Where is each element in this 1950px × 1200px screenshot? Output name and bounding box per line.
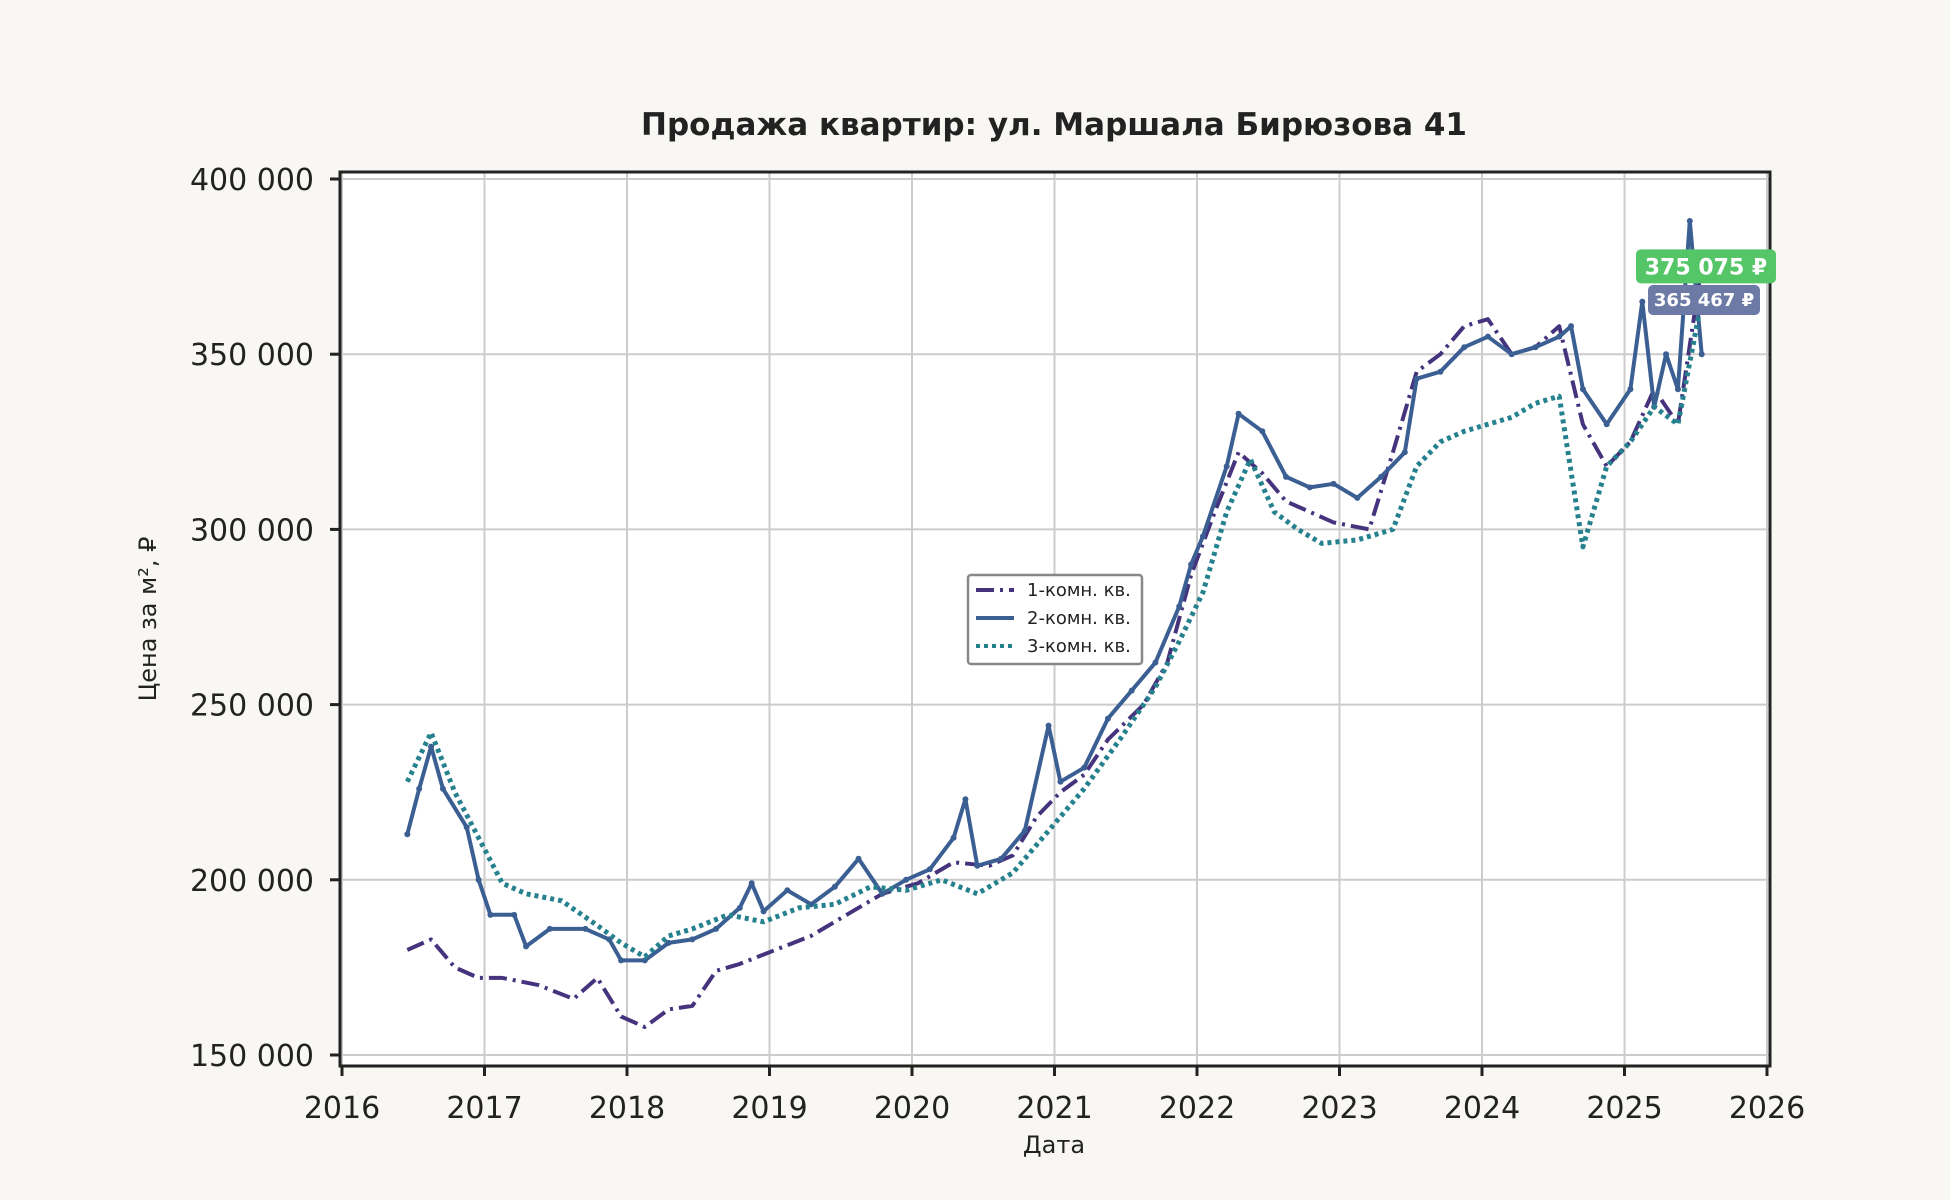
annotations: 375 075 ₽ 365 467 ₽ <box>1636 249 1776 316</box>
series-line-1 <box>406 266 1704 1029</box>
x-axis-label: Дата <box>1023 1131 1085 1159</box>
data-point <box>439 785 446 792</box>
x-tick-label: 2023 <box>1301 1091 1377 1126</box>
x-tick-label: 2016 <box>304 1091 380 1126</box>
data-point <box>1674 386 1681 393</box>
data-point <box>1330 480 1337 487</box>
data-point <box>1021 827 1028 834</box>
data-point <box>1235 410 1242 417</box>
data-point <box>1461 344 1468 351</box>
data-point <box>1259 428 1266 435</box>
data-point <box>546 925 553 932</box>
data-point <box>1568 323 1575 330</box>
data-point <box>689 936 696 943</box>
data-point <box>1627 386 1634 393</box>
data-point <box>1437 368 1444 375</box>
value-badge-label: 365 467 ₽ <box>1654 290 1754 311</box>
data-point <box>1686 218 1693 225</box>
data-point <box>1057 778 1064 785</box>
data-point <box>1508 351 1515 358</box>
data-point <box>974 862 981 869</box>
y-tick-label: 200 000 <box>190 864 314 899</box>
x-tick-label: 2017 <box>446 1091 522 1126</box>
data-point <box>1401 449 1408 456</box>
data-point <box>879 890 886 897</box>
data-point <box>582 925 589 932</box>
data-point <box>428 743 435 750</box>
data-point <box>416 785 423 792</box>
legend-label-1: 1-комн. кв. <box>1027 580 1131 601</box>
data-point <box>475 876 482 883</box>
data-point <box>962 796 969 803</box>
data-point <box>1639 298 1646 305</box>
data-point <box>903 876 910 883</box>
value-badge <box>1648 285 1760 316</box>
data-point <box>1532 344 1539 351</box>
legend-label-3: 3-комн. кв. <box>1027 636 1131 657</box>
data-point <box>855 855 862 862</box>
data-point <box>1556 333 1563 340</box>
legend-box <box>966 573 1144 666</box>
y-tick-label: 250 000 <box>190 689 314 724</box>
legend-label-2: 2-комн. кв. <box>1027 608 1131 629</box>
data-point <box>1128 687 1135 694</box>
x-tick-label: 2026 <box>1729 1091 1805 1126</box>
data-point <box>1306 484 1313 491</box>
data-point <box>1223 463 1230 470</box>
data-point <box>1484 333 1491 340</box>
data-point <box>736 904 743 911</box>
value-badge-label: 375 075 ₽ <box>1645 255 1767 280</box>
x-tick-label: 2021 <box>1016 1091 1092 1126</box>
data-point <box>1152 659 1159 666</box>
data-point <box>641 957 648 964</box>
data-point <box>1283 473 1290 480</box>
data-point <box>760 908 767 915</box>
data-point <box>1081 764 1088 771</box>
data-point <box>1603 421 1610 428</box>
y-axis-label: Цена за м², ₽ <box>134 537 162 702</box>
data-point <box>998 855 1005 862</box>
data-point <box>523 943 530 950</box>
x-tick-label: 2022 <box>1159 1091 1235 1126</box>
x-tick-label: 2025 <box>1586 1091 1662 1126</box>
data-point <box>404 831 411 838</box>
series-lines <box>404 218 1705 1029</box>
data-point <box>831 883 838 890</box>
y-tick-label: 400 000 <box>190 163 314 198</box>
data-point <box>1176 603 1183 610</box>
data-point <box>1188 561 1195 568</box>
data-point <box>463 824 470 831</box>
data-point <box>511 911 518 918</box>
series-line-3 <box>405 299 1705 960</box>
data-point <box>1663 351 1670 358</box>
data-point <box>926 866 933 873</box>
data-point <box>1378 473 1385 480</box>
x-tick-label: 2019 <box>731 1091 807 1126</box>
data-point <box>784 887 791 894</box>
data-point <box>950 834 957 841</box>
data-point <box>1045 722 1052 729</box>
data-point <box>618 957 625 964</box>
value-badge <box>1636 249 1776 284</box>
data-point <box>665 939 672 946</box>
data-point <box>1698 351 1705 358</box>
data-point <box>748 880 755 887</box>
data-point <box>1579 386 1586 393</box>
data-point <box>1104 715 1111 722</box>
x-tick-label: 2018 <box>589 1091 665 1126</box>
axis-ticks: 2016 2017 2018 2019 2020 2021 2022 2023 2024 2025… <box>190 163 1805 1126</box>
data-point <box>713 925 720 932</box>
data-point <box>1199 533 1206 540</box>
x-tick-label: 2024 <box>1444 1091 1520 1126</box>
y-tick-label: 300 000 <box>190 513 314 548</box>
data-point <box>1354 494 1361 501</box>
y-tick-label: 150 000 <box>190 1039 314 1074</box>
legend: 1-комн. кв. 2-комн. кв. 3-комн. кв. <box>966 573 1144 666</box>
data-point <box>487 911 494 918</box>
x-tick-label: 2020 <box>874 1091 950 1126</box>
chart-title: Продажа квартир: ул. Маршала Бирюзова 41 <box>641 107 1467 143</box>
y-tick-label: 350 000 <box>190 338 314 373</box>
data-point <box>1413 375 1420 382</box>
